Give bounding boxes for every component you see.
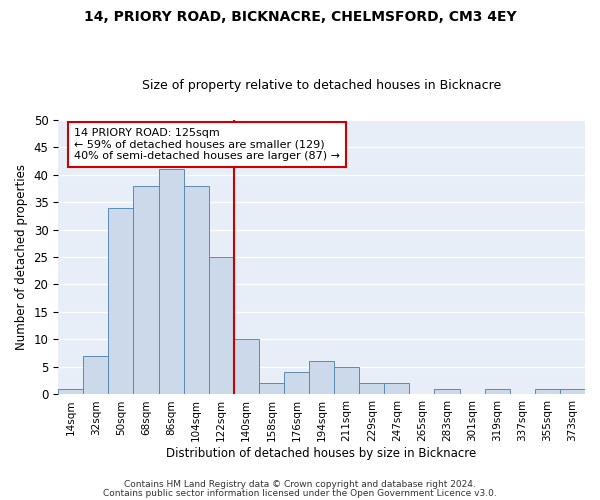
Y-axis label: Number of detached properties: Number of detached properties bbox=[15, 164, 28, 350]
Bar bbox=[184, 186, 209, 394]
Text: 14, PRIORY ROAD, BICKNACRE, CHELMSFORD, CM3 4EY: 14, PRIORY ROAD, BICKNACRE, CHELMSFORD, … bbox=[83, 10, 517, 24]
X-axis label: Distribution of detached houses by size in Bicknacre: Distribution of detached houses by size … bbox=[166, 447, 477, 460]
Bar bbox=[535, 389, 560, 394]
Bar bbox=[259, 384, 284, 394]
Bar bbox=[434, 389, 460, 394]
Title: Size of property relative to detached houses in Bicknacre: Size of property relative to detached ho… bbox=[142, 79, 501, 92]
Bar bbox=[384, 384, 409, 394]
Text: Contains HM Land Registry data © Crown copyright and database right 2024.: Contains HM Land Registry data © Crown c… bbox=[124, 480, 476, 489]
Text: Contains public sector information licensed under the Open Government Licence v3: Contains public sector information licen… bbox=[103, 489, 497, 498]
Bar bbox=[209, 257, 234, 394]
Bar bbox=[83, 356, 109, 395]
Bar bbox=[234, 340, 259, 394]
Bar bbox=[560, 389, 585, 394]
Bar bbox=[109, 208, 133, 394]
Bar bbox=[284, 372, 309, 394]
Bar bbox=[334, 367, 359, 394]
Bar bbox=[309, 362, 334, 394]
Bar bbox=[133, 186, 158, 394]
Bar bbox=[359, 384, 384, 394]
Text: 14 PRIORY ROAD: 125sqm
← 59% of detached houses are smaller (129)
40% of semi-de: 14 PRIORY ROAD: 125sqm ← 59% of detached… bbox=[74, 128, 340, 161]
Bar bbox=[485, 389, 510, 394]
Bar bbox=[58, 389, 83, 394]
Bar bbox=[158, 169, 184, 394]
